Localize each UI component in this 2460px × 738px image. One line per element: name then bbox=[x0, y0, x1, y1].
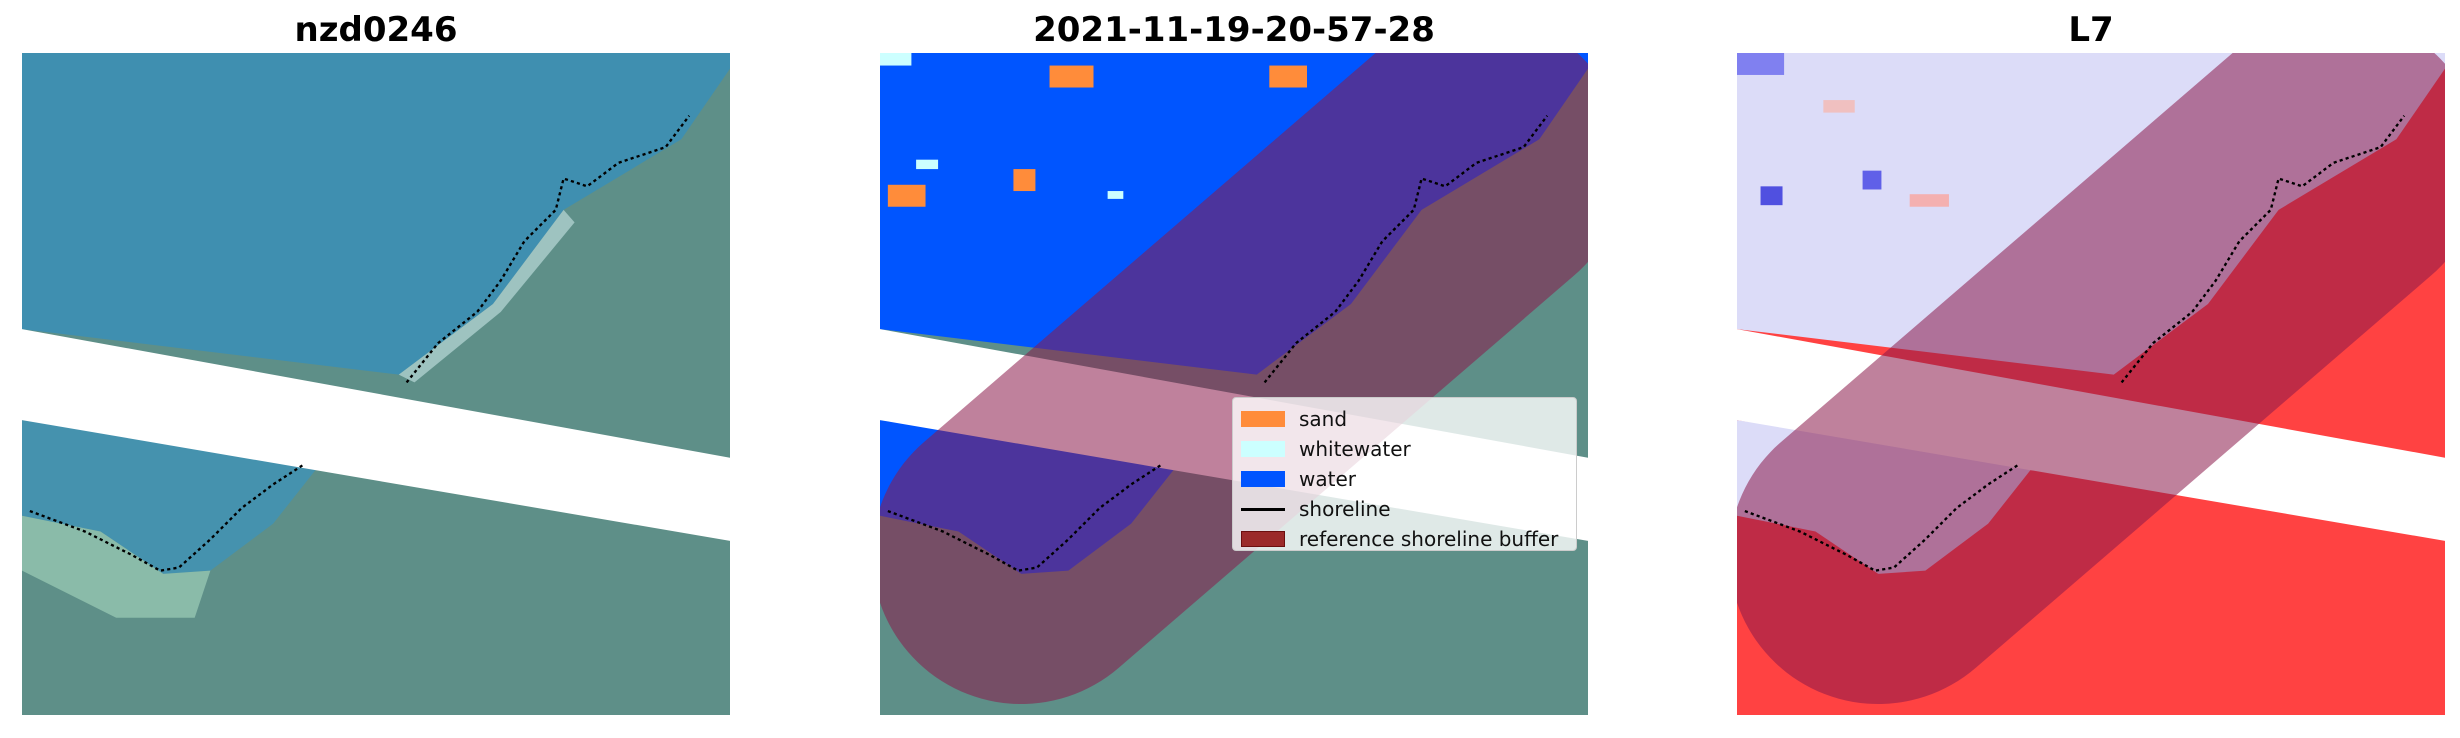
panel-title-date: 2021-11-19-20-57-28 bbox=[1033, 10, 1435, 50]
reference-shoreline-buffer bbox=[1737, 53, 2445, 705]
whitewater-pixel bbox=[880, 53, 912, 66]
whitewater-pixel bbox=[1107, 191, 1124, 199]
panel-title-image: nzd0246 bbox=[294, 10, 458, 50]
legend-item-water: water bbox=[1241, 464, 1576, 494]
legend-item-sand: sand bbox=[1241, 404, 1576, 434]
legend-item-buffer: reference shoreline buffer bbox=[1241, 524, 1576, 554]
panel-title-satellite: L7 bbox=[2068, 10, 2114, 50]
index-image-panel bbox=[1737, 53, 2445, 715]
index-speckle bbox=[1823, 100, 1855, 113]
water-swatch bbox=[1241, 471, 1285, 487]
legend-item-whitewater: whitewater bbox=[1241, 434, 1576, 464]
shoreline-upper bbox=[2120, 115, 2406, 384]
shoreline-lower bbox=[887, 463, 1164, 572]
shoreline-lower bbox=[29, 463, 306, 572]
sand-pixel bbox=[887, 184, 926, 207]
legend-item-shoreline: shoreline bbox=[1241, 494, 1576, 524]
whitewater-swatch bbox=[1241, 441, 1285, 457]
legend-label: shoreline bbox=[1299, 497, 1391, 521]
sand-swatch bbox=[1241, 411, 1285, 427]
index-speckle bbox=[1737, 53, 1785, 75]
index-speckle bbox=[1760, 186, 1783, 206]
index-speckle bbox=[1862, 170, 1882, 190]
legend-label: whitewater bbox=[1299, 437, 1411, 461]
legend-label: sand bbox=[1299, 407, 1348, 431]
sand-pixel bbox=[1049, 65, 1094, 88]
shoreline-upper bbox=[1263, 115, 1549, 384]
sand-pixel bbox=[1269, 65, 1307, 88]
sand-pixel bbox=[1013, 169, 1036, 192]
surf-strip-lower bbox=[22, 515, 211, 618]
sea-area-upper bbox=[22, 53, 730, 375]
index-speckle bbox=[1909, 194, 1949, 207]
shoreline-upper bbox=[405, 115, 691, 384]
legend-label: water bbox=[1299, 467, 1356, 491]
no-data-band bbox=[22, 329, 730, 541]
rgb-image-panel bbox=[22, 53, 730, 715]
whitewater-pixel bbox=[916, 159, 939, 170]
legend-label: reference shoreline buffer bbox=[1299, 527, 1559, 551]
shoreline-lower bbox=[1744, 463, 2021, 572]
legend: sand whitewater water shoreline referenc… bbox=[1232, 397, 1577, 551]
buffer-swatch bbox=[1241, 531, 1285, 547]
reference-shoreline-buffer bbox=[880, 53, 1588, 705]
surf-strip-upper bbox=[398, 209, 575, 383]
classification-panel bbox=[880, 53, 1588, 715]
shoreline-line-swatch bbox=[1241, 507, 1285, 511]
sea-area-lower bbox=[22, 420, 321, 574]
